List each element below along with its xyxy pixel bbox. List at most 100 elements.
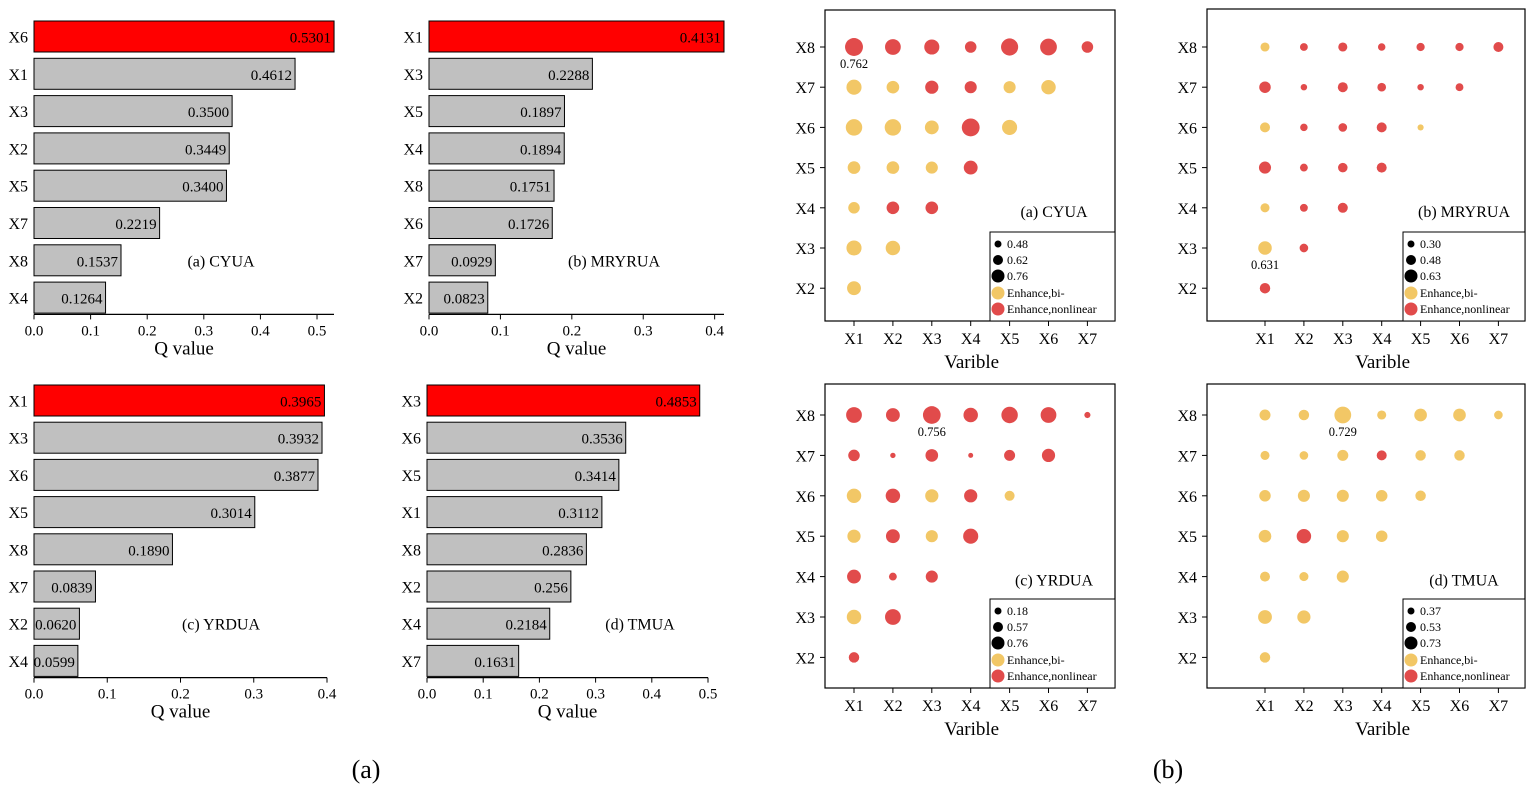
bubble [1041,448,1056,463]
bubble [924,39,940,55]
bubble [1296,528,1312,544]
bubble [1417,83,1424,91]
bubble [1258,529,1272,543]
bubble [1259,652,1271,663]
bubble [964,489,978,503]
y-tick-label: X7 [795,448,815,465]
y-tick-label: X8 [1177,40,1197,57]
bubble [1376,162,1387,173]
bar [33,570,96,603]
bubble [1453,408,1466,422]
legend-size-marker [994,240,1002,248]
x-tick-label: 0.0 [420,323,439,339]
bubble [1001,406,1018,424]
y-tick-label: X6 [1177,120,1197,137]
legend-size-label: 0.48 [1420,253,1441,267]
bar-value-label: 0.1897 [520,105,562,121]
bubble [886,201,900,215]
category-label: X6 [8,468,28,485]
y-tick-label: X6 [1177,489,1197,506]
x-axis-title: Varible [1355,719,1410,740]
legend: 0.30 0.48 0.63 Enhance,bi- Enhance,nonlinear [1402,231,1526,322]
category-label: X5 [403,104,423,121]
legend-type-marker [1404,653,1418,667]
bubble [846,407,862,423]
bubble [847,529,861,543]
bubble [925,489,939,503]
bubble [1260,42,1270,52]
bar [428,281,489,314]
bubble [1040,407,1057,423]
bubble-chart: X8 X7 X6 X5 X4 X3 X2 X1 X2 X3 X4 X5 X6 X7 Varible 0.762… [795,9,1116,373]
legend-type-label: Enhance,nonlinear [1420,669,1510,683]
bubble [1299,43,1308,51]
x-tick-label: X1 [844,698,864,715]
x-tick-label: X5 [1411,698,1431,715]
y-tick-label: X4 [1177,570,1197,587]
bar-value-label: 0.3877 [274,469,316,485]
x-tick-label: X6 [1039,698,1059,715]
bubble [1040,38,1057,56]
bubble [1493,42,1504,52]
x-tick-label: X2 [1294,331,1314,348]
legend-size-label: 0.48 [1007,237,1028,251]
category-label: X3 [8,104,28,121]
bar [426,570,572,603]
x-tick-label: X4 [1372,698,1392,715]
legend: 0.48 0.62 0.76 Enhance,bi- Enhance,nonlinear [989,231,1116,322]
panel-label: (c) YRDUA [1015,573,1094,590]
bubble [1375,490,1388,502]
legend-type-label: Enhance,bi- [1007,286,1065,300]
bubble [846,79,862,95]
bubble [1375,530,1388,542]
legend-size-marker [1407,607,1415,615]
bubble [1377,82,1387,92]
x-tick-label: 0.1 [81,323,100,339]
y-tick-label: X3 [1177,241,1197,258]
bar-value-label: 0.0620 [35,618,76,634]
category-label: X8 [403,179,423,196]
category-label: X1 [403,30,423,47]
bubble [1455,42,1464,52]
x-tick-label: X7 [1489,698,1509,715]
bubble [846,240,862,256]
x-axis-title: Varible [944,352,999,373]
legend-type-label: Enhance,nonlinear [1007,669,1097,683]
bar [33,496,256,529]
bar [428,244,496,277]
legend-type-marker [1404,302,1418,316]
annotation-label: 0.631 [1251,258,1279,272]
bar-value-label: 0.2219 [115,217,156,233]
legend-size-label: 0.73 [1420,636,1441,650]
x-tick-label: X3 [922,331,942,348]
panel-label: (b) MRYRUA [1418,204,1510,221]
y-tick-label: X8 [795,408,815,425]
bubble [1299,243,1309,253]
bubble [884,119,902,136]
y-tick-label: X3 [1177,610,1197,627]
bubble [1415,450,1426,461]
bubble [1337,202,1348,213]
annotation-label: 0.762 [840,57,868,71]
bubble [885,408,900,422]
bubble [1334,406,1352,424]
panel-label: (a) CYUA [1020,204,1088,221]
x-tick-label: 0.5 [308,323,327,339]
bar [428,57,593,90]
bubble [1336,530,1349,543]
category-label: X5 [8,505,28,522]
bar-value-label: 0.1726 [508,217,550,233]
category-label: X8 [401,542,421,559]
legend-type-label: Enhance,nonlinear [1007,302,1097,316]
bubble [1376,450,1387,461]
legend-size-marker [993,622,1003,632]
annotation-label: 0.729 [1329,425,1357,439]
plot-frame [824,9,1116,322]
legend-box [1402,598,1526,689]
bar-chart: X1 0.3965 X3 0.3932 X6 0.3877 X5 0.3014 X8 0.1890… [8,384,337,723]
bar [33,169,227,202]
x-tick-label: 0.4 [642,687,661,703]
bar-value-label: 0.0823 [444,292,485,308]
bubble [1376,122,1387,133]
